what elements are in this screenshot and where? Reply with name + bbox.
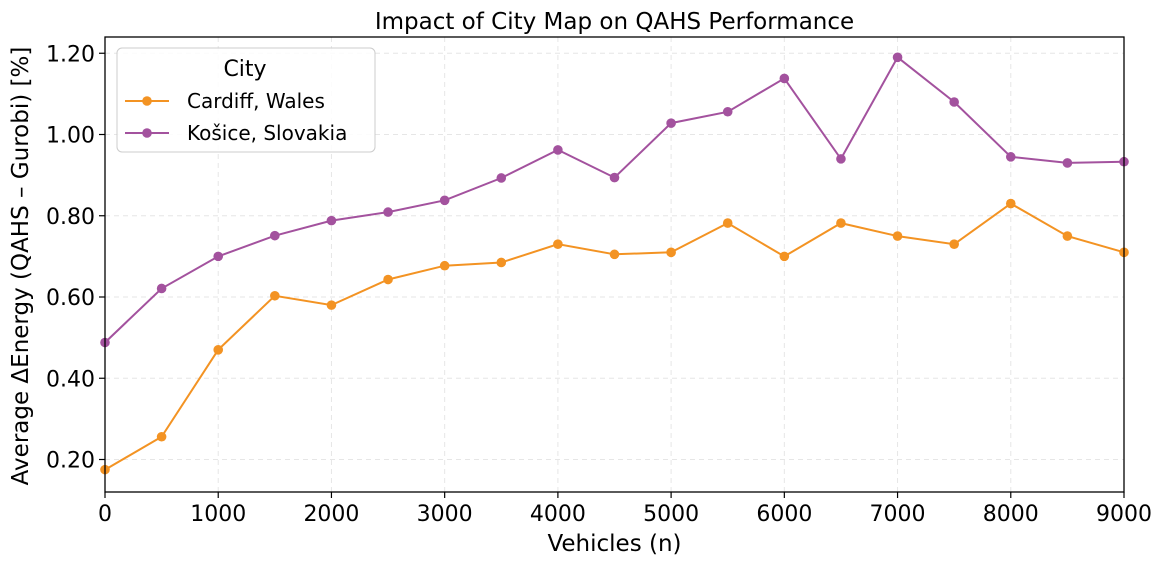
data-point-cardiff-wales [496, 257, 507, 268]
x-axis: 0 1000 2000 3000 4000 5000 6000 7000 8000 9000 [98, 492, 1152, 527]
data-point-cardiff-wales [383, 274, 393, 285]
data-point-cardiff-wales [1062, 231, 1073, 241]
data-point-ko-ice-slovakia [1005, 152, 1016, 162]
data-point-cardiff-wales [439, 260, 450, 271]
legend-marker-cardiff-wales [142, 96, 152, 106]
data-point-ko-ice-slovakia [383, 207, 393, 217]
x-tick-label: 6000 [756, 502, 812, 527]
x-tick-label: 2000 [303, 502, 359, 527]
series-line-cardiff-wales [104, 202, 1125, 471]
data-point-ko-ice-slovakia [213, 251, 224, 262]
x-tick-label: 3000 [417, 502, 473, 527]
y-tick-label: 0.40 [46, 367, 95, 392]
x-tick-label: 7000 [870, 502, 926, 527]
data-point-cardiff-wales [213, 345, 224, 355]
plot-frame [104, 36, 1125, 493]
y-tick-label: 0.80 [46, 205, 95, 230]
legend-label-ko-ice-slovakia: Košice, Slovakia [187, 121, 347, 145]
x-tick-label: 4000 [530, 502, 586, 527]
data-point-ko-ice-slovakia [1062, 158, 1073, 168]
data-point-cardiff-wales [949, 239, 959, 249]
data-point-cardiff-wales [270, 290, 280, 301]
legend-box [116, 47, 376, 153]
data-point-cardiff-wales [666, 247, 676, 258]
data-point-ko-ice-slovakia [609, 172, 620, 183]
x-tick-label: 8000 [983, 502, 1039, 527]
y-tick-label: 1.20 [46, 42, 95, 67]
data-point-ko-ice-slovakia [326, 215, 337, 226]
data-point-ko-ice-slovakia [156, 283, 167, 294]
x-axis-label: Vehicles (n) [547, 531, 681, 557]
data-point-cardiff-wales [553, 239, 563, 249]
legend-marker-ko-ice-slovakia [142, 128, 152, 138]
series-layer [100, 52, 1129, 475]
data-point-ko-ice-slovakia [553, 145, 563, 155]
legend-label-cardiff-wales: Cardiff, Wales [187, 89, 325, 113]
data-point-cardiff-wales [836, 218, 846, 228]
data-point-ko-ice-slovakia [496, 173, 507, 183]
x-tick-label: 5000 [643, 502, 699, 527]
data-point-cardiff-wales [892, 231, 903, 241]
x-tick-label: 0 [98, 502, 112, 527]
data-point-ko-ice-slovakia [722, 106, 733, 117]
data-point-ko-ice-slovakia [892, 52, 903, 63]
y-tick-label: 1.00 [46, 124, 95, 149]
legend: City Cardiff, Wales Košice, Slovakia [116, 47, 376, 153]
data-point-ko-ice-slovakia [836, 154, 846, 164]
x-tick-label: 9000 [1096, 502, 1152, 527]
y-tick-label: 0.60 [46, 286, 95, 311]
y-axis-label: Average ΔEnergy (QAHS – Gurobi) [%] [8, 47, 34, 486]
data-point-cardiff-wales [779, 251, 790, 262]
x-tick-label: 1000 [190, 502, 246, 527]
data-point-cardiff-wales [609, 249, 620, 260]
data-point-ko-ice-slovakia [779, 73, 790, 84]
data-point-ko-ice-slovakia [666, 118, 676, 128]
data-point-cardiff-wales [156, 431, 167, 442]
legend-title: City [223, 57, 266, 82]
chart-title: Impact of City Map on QAHS Performance [375, 9, 854, 35]
data-point-ko-ice-slovakia [949, 97, 959, 107]
y-tick-label: 0.20 [46, 449, 95, 474]
data-point-ko-ice-slovakia [270, 230, 280, 241]
data-point-cardiff-wales [326, 300, 337, 310]
data-point-ko-ice-slovakia [439, 195, 450, 206]
data-point-cardiff-wales [1005, 198, 1016, 209]
y-axis: 0.20 0.40 0.60 0.80 1.00 1.20 [46, 42, 105, 474]
data-point-cardiff-wales [722, 218, 733, 228]
